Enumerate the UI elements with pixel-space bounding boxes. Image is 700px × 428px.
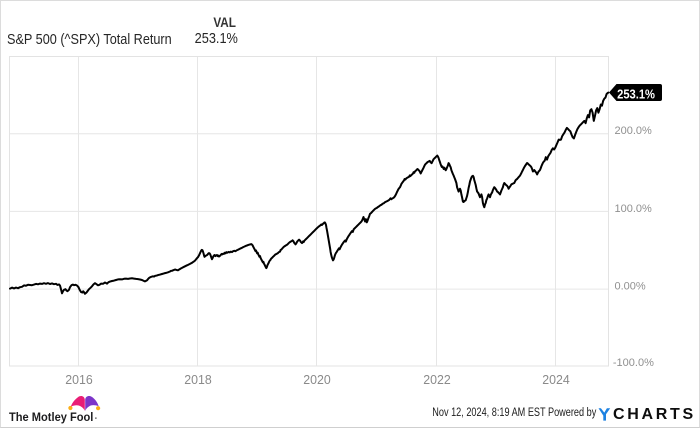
- svg-text:2016: 2016: [65, 373, 92, 387]
- svg-text:2022: 2022: [423, 373, 450, 387]
- svg-text:2020: 2020: [303, 373, 330, 387]
- svg-text:100.0%: 100.0%: [615, 203, 653, 215]
- svg-text:253.1%: 253.1%: [617, 87, 655, 102]
- svg-text:0.00%: 0.00%: [615, 281, 646, 293]
- svg-text:2024: 2024: [542, 373, 569, 387]
- svg-text:200.0%: 200.0%: [615, 125, 653, 137]
- svg-text:-100.0%: -100.0%: [613, 357, 654, 369]
- svg-text:2018: 2018: [184, 373, 211, 387]
